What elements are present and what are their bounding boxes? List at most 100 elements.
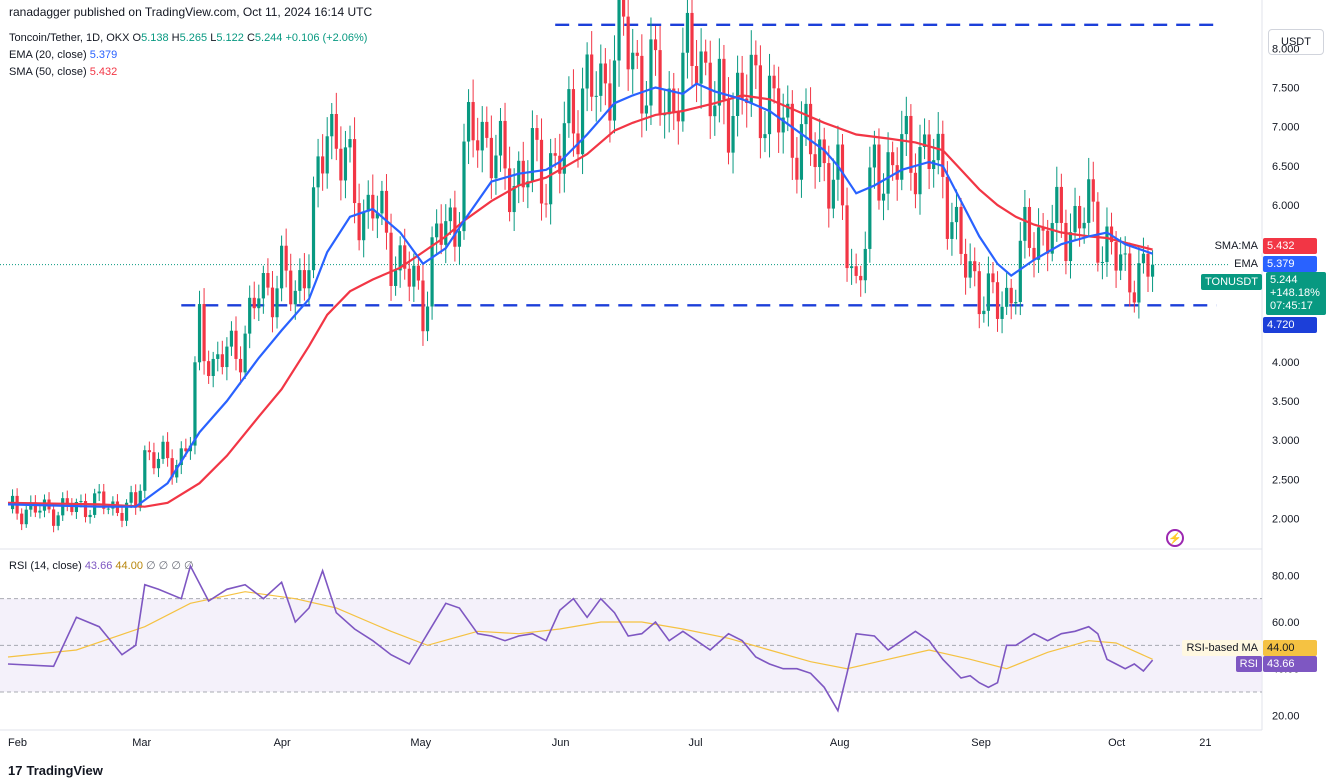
sma-legend: SMA (50, close) 5.432 — [9, 65, 117, 79]
candle-body — [343, 147, 348, 181]
candle-body — [238, 358, 243, 373]
candle-body — [580, 88, 585, 155]
candle-body — [448, 207, 452, 222]
candle-body — [325, 136, 329, 174]
candle-body — [1150, 264, 1155, 277]
time-tick-label: May — [410, 737, 431, 749]
candle-body — [763, 134, 767, 139]
candle-body — [1123, 253, 1127, 255]
candle-body — [462, 141, 466, 232]
candle-body — [489, 137, 493, 179]
candle-body — [170, 458, 174, 478]
candle-body — [284, 245, 288, 271]
candle-body — [102, 491, 106, 509]
rsi-legend-ma-value: 44.00 — [115, 560, 143, 572]
price-tick-label: 6.500 — [1272, 161, 1300, 173]
rsi-legend-value: 43.66 — [84, 560, 113, 572]
flash-icon[interactable]: ⚡ — [1166, 529, 1184, 547]
candle-body — [754, 54, 758, 66]
candle-body — [1000, 306, 1004, 319]
candle-body — [922, 134, 927, 148]
candle-body — [435, 223, 439, 238]
candle-body — [1036, 227, 1041, 260]
candle-body — [530, 128, 534, 182]
candle-body — [1100, 262, 1104, 264]
candle-body — [850, 266, 854, 269]
candle-body — [1087, 179, 1091, 223]
candle-body — [65, 498, 69, 505]
candle-body — [1128, 253, 1132, 293]
candle-body — [220, 354, 224, 368]
candle-body — [179, 448, 183, 466]
candle-body — [453, 207, 457, 247]
candle-body — [836, 144, 840, 180]
candle-body — [439, 223, 443, 245]
high-label: H — [171, 32, 180, 44]
candle-body — [1073, 205, 1077, 233]
candle-body — [813, 154, 817, 168]
sma-tag-value: 5.432 — [1263, 238, 1317, 254]
rsi-legend-extra: ∅ — [146, 560, 156, 572]
sma-legend-value: 5.432 — [89, 66, 118, 78]
rsi-tick-label: 80.00 — [1272, 570, 1300, 582]
candle-body — [471, 102, 475, 141]
candle-body — [877, 144, 881, 201]
candle-body — [626, 16, 630, 70]
candle-body — [617, 0, 621, 61]
candle-body — [298, 270, 302, 291]
candle-body — [795, 157, 799, 180]
candle-body — [225, 346, 229, 368]
candle-body — [950, 222, 954, 239]
last-change-value: +148.18% — [1270, 287, 1320, 299]
candle-body — [1105, 226, 1109, 263]
candle-body — [726, 99, 731, 153]
candle-body — [124, 502, 129, 521]
open-value: 5.138 — [141, 32, 169, 44]
candle-body — [991, 273, 995, 283]
time-tick-label: Mar — [132, 737, 151, 749]
candle-body — [845, 205, 849, 269]
candle-body — [1059, 186, 1063, 223]
candle-body — [781, 117, 785, 133]
candle-body — [334, 113, 338, 149]
last-price-value: 5.244 — [1270, 274, 1298, 286]
rsi-tag-label: RSI — [1235, 656, 1262, 672]
candle-body — [134, 492, 138, 508]
candle-body — [56, 515, 60, 526]
candle-body — [70, 504, 74, 513]
low-value: 5.122 — [216, 32, 244, 44]
candle-body — [366, 194, 370, 212]
ema-legend-label: EMA (20, close) — [9, 49, 87, 61]
candle-body — [248, 297, 252, 334]
candle-body — [266, 273, 270, 288]
rsi-legend-extra: ∅ — [171, 560, 181, 572]
candle-body — [444, 221, 448, 245]
candle-body — [904, 115, 908, 135]
candle-body — [653, 39, 658, 51]
candle-body — [207, 361, 211, 377]
candle-body — [503, 120, 507, 169]
candle-body — [302, 270, 306, 289]
candle-body — [129, 492, 133, 503]
candle-body — [676, 111, 680, 122]
candle-body — [772, 75, 776, 89]
rsi-ma-line — [7, 591, 1153, 670]
candle-body — [348, 139, 352, 148]
candle-body — [786, 103, 790, 118]
candle-body — [913, 172, 918, 195]
candle-body — [289, 270, 293, 305]
candle-body — [1041, 227, 1045, 231]
candle-body — [389, 232, 393, 286]
candle-body — [599, 63, 603, 96]
candle-body — [197, 304, 202, 363]
candle-body — [886, 152, 890, 194]
candle-body — [740, 72, 744, 99]
sma-legend-label: SMA (50, close) — [9, 66, 87, 78]
candle-body — [685, 12, 690, 53]
candle-body — [143, 450, 147, 491]
candle-body — [1137, 263, 1141, 303]
candle-body — [777, 88, 781, 133]
currency-unit-button[interactable]: USDT — [1268, 29, 1324, 55]
candle-body — [252, 297, 256, 309]
